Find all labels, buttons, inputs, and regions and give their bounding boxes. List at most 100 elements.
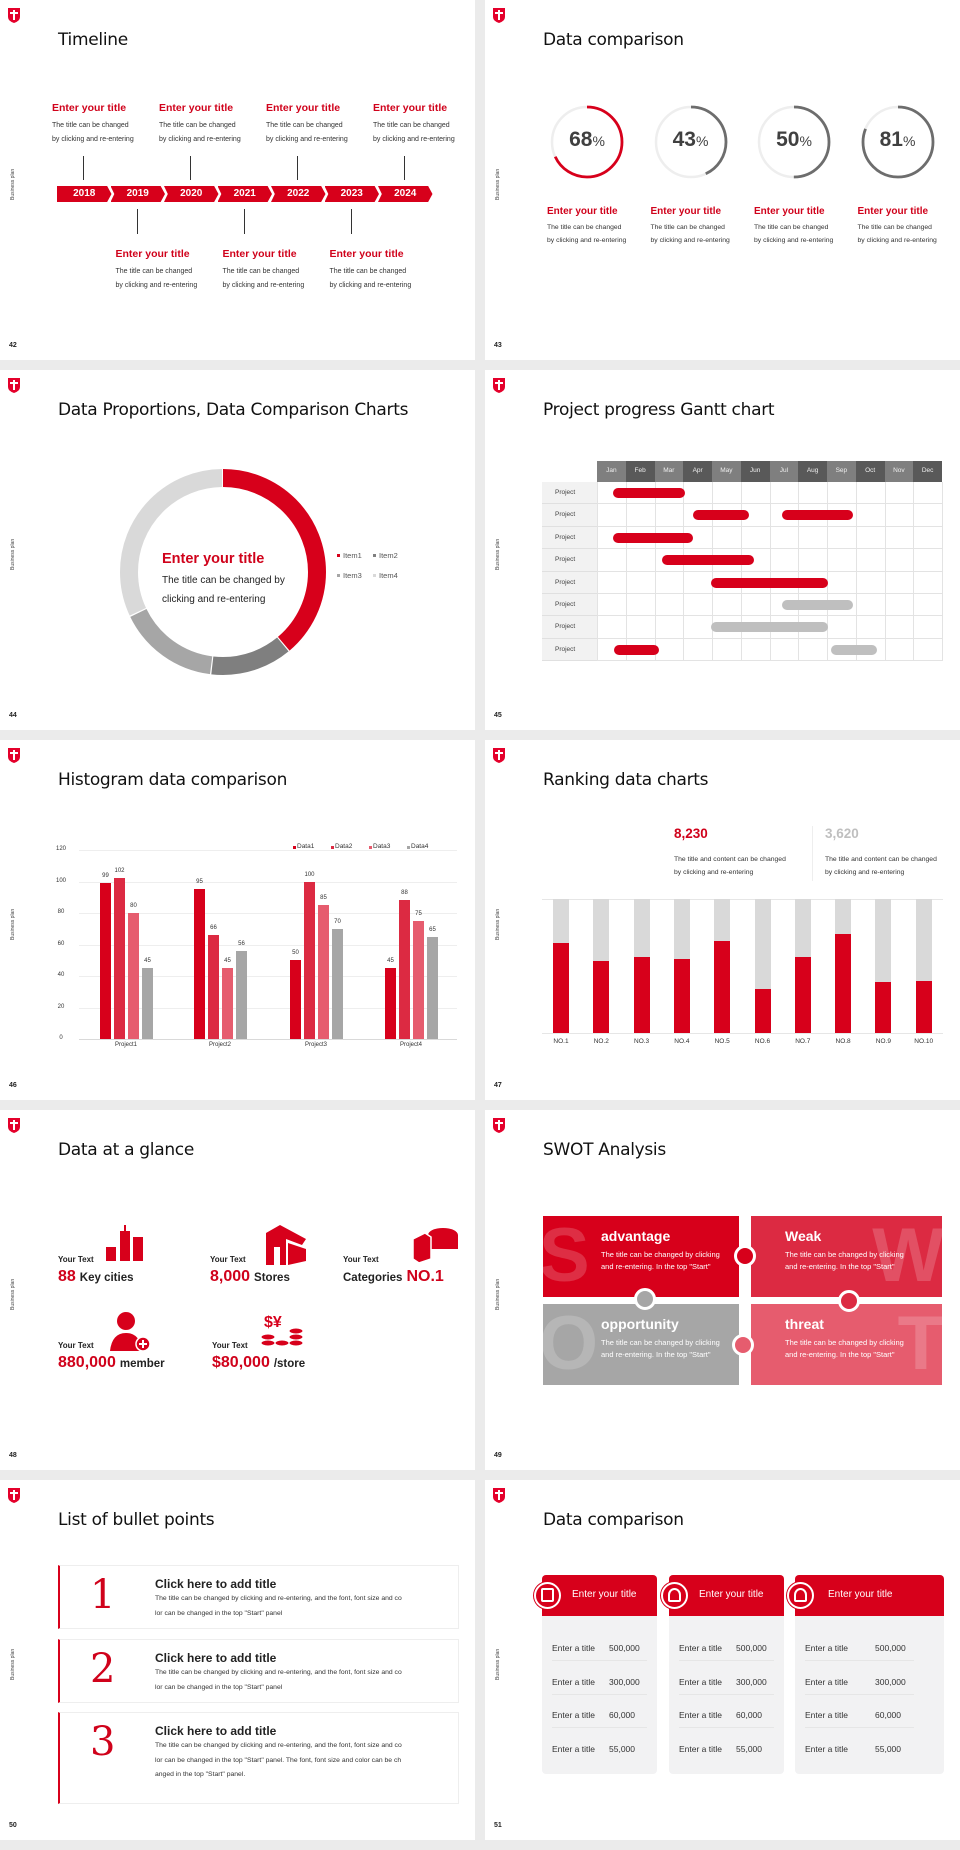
row-value: 300,000 (736, 1676, 767, 1687)
bar-data3[interactable] (128, 913, 139, 1039)
logo-cross (10, 10, 18, 20)
gantt-bar[interactable] (710, 622, 829, 633)
page-number: 48 (9, 1452, 17, 1459)
item-desc: The title can be changed (754, 224, 829, 231)
row-value: 300,000 (875, 1676, 906, 1687)
bar-data3[interactable] (413, 920, 424, 1039)
bullet-item[interactable]: 1 Click here to add title The title can be… (58, 1565, 459, 1629)
item-desc: The title can be changed (329, 268, 407, 275)
bar-data2[interactable] (399, 900, 410, 1039)
tile-heading: advantage (601, 1228, 671, 1244)
row-value: 60,000 (736, 1710, 762, 1720)
bar-data4[interactable] (332, 928, 343, 1039)
gantt-bar[interactable] (614, 644, 659, 655)
row-label: Project (555, 645, 576, 653)
row-label: Enter a title (552, 1743, 595, 1754)
bar-fill[interactable] (633, 956, 650, 1033)
bar-data4[interactable] (427, 936, 438, 1039)
logo-cross (495, 10, 503, 20)
bar-data2[interactable] (208, 935, 219, 1039)
slide-timeline[interactable]: Business plan 42 Timeline 2018 2019 2020 2021 2… (0, 0, 475, 360)
tile-desc: The title can be changed by clicking (601, 1250, 720, 1259)
x-tick-label: Project1 (114, 1042, 137, 1048)
slide-ranking[interactable]: Business plan 47 Ranking data charts 8,230 T… (485, 740, 960, 1100)
bar-fill[interactable] (673, 959, 690, 1033)
bar-fill[interactable] (794, 956, 811, 1033)
slide-data-comparison-cards[interactable]: Business plan 51 Data comparison Enter your… (485, 1480, 960, 1840)
slide-gantt-chart[interactable]: Business plan 45 Project progress Gantt ch… (485, 370, 960, 730)
item-title: Enter your title (159, 102, 234, 114)
gantt-bar[interactable] (661, 555, 754, 566)
item-small-value: Key cities (79, 1272, 134, 1284)
slide-data-proportions[interactable]: Business plan 44 Data Proportions, Data Co… (0, 370, 475, 730)
bar-data3[interactable] (222, 968, 233, 1039)
bar-data3[interactable] (318, 905, 329, 1039)
slide-data-at-a-glance[interactable]: Business plan 48 Data at a glance Your Text… (0, 1110, 475, 1470)
row-label-cell: Project (542, 594, 597, 617)
ring-progress (861, 105, 934, 179)
slide-histogram[interactable]: Business plan 46 Histogram data comparison… (0, 740, 475, 1100)
bullet-item[interactable]: 3 Click here to add title The title can be… (58, 1712, 459, 1804)
bar-fill[interactable] (593, 960, 610, 1033)
gantt-bar[interactable] (831, 644, 878, 655)
logo-cross (495, 750, 503, 760)
bar-fill[interactable] (835, 933, 852, 1033)
bar-value-label: 45 (144, 958, 151, 965)
bar-fill[interactable] (553, 943, 569, 1033)
x-tick-label: NO.9 (875, 1038, 891, 1045)
row-label: Project (555, 533, 576, 541)
bar-data2[interactable] (114, 878, 125, 1039)
x-tick-label: NO.7 (795, 1038, 811, 1045)
puzzle-connector (732, 1334, 754, 1356)
slide-data-comparison-rings[interactable]: Business plan 43 Data comparison 68% Enter y… (485, 0, 960, 360)
bar-data1[interactable] (194, 889, 205, 1039)
row-divider (679, 1693, 774, 1695)
row-divider (805, 1727, 914, 1728)
legend-label: Data3 (373, 843, 391, 850)
bullet-item[interactable]: 2 Click here to add title The title can be… (58, 1639, 459, 1703)
comparison-card: Enter your title Enter a title 500,000 Ente… (795, 1575, 944, 1774)
gantt-bar[interactable] (612, 488, 685, 498)
item-value-line: 8,000 Stores (210, 1268, 294, 1286)
bar-fill[interactable] (915, 980, 932, 1033)
page-number: 44 (9, 712, 17, 719)
connector-line (243, 209, 245, 234)
gridline (79, 850, 457, 851)
slide-bullet-points[interactable]: Business plan 50 List of bullet points 1 Cli… (0, 1480, 475, 1840)
stat-desc: The title and content can be changed (825, 856, 937, 863)
bar-fill[interactable] (875, 982, 892, 1033)
gantt-bar[interactable] (612, 532, 694, 543)
side-label: Business plan (10, 1278, 16, 1310)
bar-fill[interactable] (754, 988, 771, 1033)
gantt-bar[interactable] (710, 577, 829, 588)
bar-data2[interactable] (304, 881, 315, 1039)
grid-col-line (827, 482, 828, 662)
bar-data1[interactable] (385, 968, 396, 1039)
card-header (795, 1575, 944, 1616)
bar-data1[interactable] (290, 960, 301, 1039)
bar-value-label: 80 (130, 903, 137, 909)
month-label: Apr (692, 467, 703, 474)
item-desc: The title can be changed (857, 224, 932, 231)
bar-data1[interactable] (100, 883, 111, 1039)
x-tick-label: Project2 (208, 1042, 231, 1048)
bar-data4[interactable] (236, 950, 247, 1039)
gantt-bar[interactable] (693, 510, 750, 521)
gantt-bar[interactable] (782, 600, 853, 610)
row-label: Enter a title (805, 1743, 848, 1754)
bar-data4[interactable] (142, 968, 153, 1039)
bar-fill[interactable] (714, 940, 731, 1033)
gantt-bar[interactable] (782, 510, 853, 521)
slide-title: Data Proportions, Data Comparison Charts (58, 400, 409, 420)
row-label: Project (555, 489, 576, 496)
tile-heading: threat (785, 1316, 824, 1332)
logo-cross (10, 750, 18, 760)
item-desc: The title can be changed (159, 122, 236, 129)
swot-tile-weak[interactable]: W Weak The title can be changed by clickin… (751, 1216, 942, 1297)
bar-value-label: 50 (292, 950, 299, 957)
logo-icon (8, 1488, 20, 1503)
